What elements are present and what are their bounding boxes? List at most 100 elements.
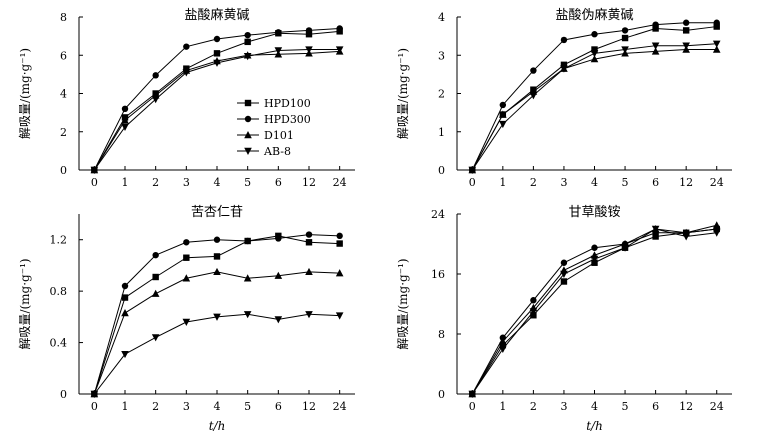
data-point-ab-8 [682, 42, 690, 50]
data-point-d101 [590, 55, 599, 63]
data-point-ab-8 [213, 59, 221, 67]
data-point-ab-8 [560, 270, 568, 278]
data-point-hpd300 [336, 25, 343, 32]
x-tick-label: 6 [275, 400, 282, 413]
data-point-hpd300 [244, 237, 251, 245]
x-tick-label: 4 [214, 400, 221, 413]
data-point-hpd300 [336, 232, 343, 240]
data-point-hpd300 [275, 235, 282, 242]
data-point-hpd100 [244, 38, 251, 46]
x-tick-label: 5 [244, 400, 251, 413]
data-point-hpd100 [183, 254, 190, 261]
data-point-hpd100 [305, 31, 313, 38]
data-point-ab-8 [468, 166, 477, 174]
data-point-hpd100 [499, 342, 507, 349]
x-tick-label: 5 [244, 176, 251, 189]
x-tick-label: 6 [275, 176, 282, 189]
data-point-ab-8 [560, 65, 568, 73]
data-point-d101 [651, 47, 660, 55]
data-point-d101 [712, 221, 721, 229]
chart-title: 苦杏仁苷 [191, 204, 243, 220]
series-line-hpd300 [471, 22, 717, 171]
series-line-d101 [471, 49, 717, 171]
data-point-d101 [121, 309, 129, 317]
chart-title: 甘草酸铵 [568, 205, 620, 220]
x-tick-label: 24 [710, 176, 724, 189]
x-tick-label: 12 [679, 176, 693, 189]
data-point-hpd300 [121, 282, 129, 290]
data-point-hpd100 [336, 240, 343, 247]
data-point-ab-8 [468, 390, 477, 398]
data-point-d101 [712, 45, 721, 53]
chart-title: 盐酸麻黄碱 [184, 8, 249, 23]
data-point-ab-8 [305, 311, 313, 319]
data-point-hpd300 [560, 259, 568, 266]
data-point-d101 [243, 274, 252, 282]
x-tick-label: 12 [302, 400, 316, 413]
data-point-hpd100 [305, 239, 313, 246]
y-axis-label: 解吸量/(mg·g⁻¹) [396, 48, 410, 139]
y-axis-label: 解吸量/(mg·g⁻¹) [396, 258, 410, 349]
y-tick-label: 0 [438, 388, 445, 401]
y-tick-label: 0.8 [50, 285, 68, 298]
data-point-hpd300 [530, 297, 537, 304]
data-point-ab-8 [335, 46, 344, 54]
data-point-ab-8 [621, 46, 629, 54]
x-tick-label: 2 [530, 176, 537, 189]
y-tick-label: 4 [438, 11, 445, 24]
legend-marker-hpd300 [244, 115, 252, 123]
data-point-hpd300 [305, 27, 313, 34]
y-tick-label: 2 [60, 126, 67, 139]
x-tick-label: 3 [560, 400, 567, 413]
series-line-ab-8 [93, 313, 340, 395]
data-point-hpd300 [275, 29, 282, 36]
data-point-d101 [274, 271, 283, 279]
x-tick-label: 3 [183, 176, 190, 189]
x-tick-label: 4 [591, 400, 598, 413]
y-tick-label: 0 [60, 164, 67, 177]
data-point-hpd300 [591, 31, 598, 38]
data-point-ab-8 [121, 123, 129, 131]
data-point-ab-8 [712, 40, 721, 48]
y-tick-label: 8 [438, 328, 445, 341]
data-point-hpd300 [213, 35, 221, 43]
x-tick-label: 0 [91, 176, 98, 189]
legend-marker-d101 [244, 131, 252, 139]
data-point-ab-8 [90, 390, 99, 398]
x-tick-label: 5 [622, 176, 629, 189]
data-point-hpd300 [244, 31, 251, 39]
data-point-ab-8 [90, 166, 99, 174]
y-tick-label: 0 [60, 388, 67, 401]
data-point-ab-8 [274, 316, 283, 324]
data-point-hpd300 [305, 231, 313, 238]
x-tick-label: 2 [152, 400, 159, 413]
data-point-hpd100 [560, 278, 568, 285]
data-point-d101 [182, 274, 191, 282]
data-point-hpd300 [652, 21, 659, 28]
y-tick-label: 24 [431, 208, 445, 221]
data-point-d101 [305, 267, 313, 276]
x-tick-label: 6 [652, 176, 659, 189]
series-line-d101 [93, 271, 340, 395]
x-tick-label: 0 [469, 176, 476, 189]
legend-label: HPD100 [264, 97, 311, 110]
data-point-hpd100 [213, 253, 221, 260]
data-point-d101 [121, 116, 129, 124]
x-tick-label: 3 [183, 400, 190, 413]
data-point-hpd100 [121, 294, 129, 301]
data-point-ab-8 [621, 244, 629, 252]
data-point-hpd300 [621, 27, 629, 34]
x-tick-label: 1 [122, 176, 129, 189]
data-point-hpd300 [682, 19, 690, 26]
data-point-hpd300 [591, 244, 598, 251]
x-tick-label: 4 [591, 176, 598, 189]
y-tick-label: 1.2 [50, 234, 68, 247]
y-axis-label: 解吸量/(mg·g⁻¹) [18, 258, 32, 349]
x-tick-label: 2 [152, 176, 159, 189]
y-tick-label: 4 [60, 88, 67, 101]
data-point-hpd100 [713, 23, 720, 30]
data-point-ab-8 [243, 311, 252, 319]
